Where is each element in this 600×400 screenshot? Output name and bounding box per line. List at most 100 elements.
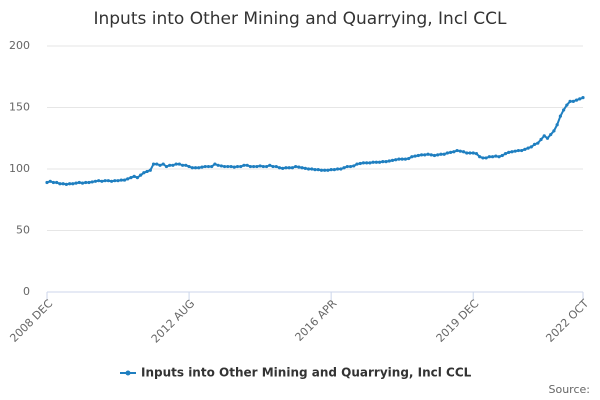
point [316,168,320,172]
point [355,162,359,166]
point [200,165,204,169]
point [490,155,495,159]
point [55,180,59,185]
point [148,168,152,172]
point [326,168,330,172]
point [106,179,110,183]
point [497,155,501,159]
point [161,162,165,166]
point [478,155,482,159]
point [113,179,117,183]
point [397,157,401,161]
point [177,162,181,166]
point [319,168,324,172]
point [68,182,72,186]
chart-title: Inputs into Other Mining and Quarrying, … [93,9,507,29]
point [135,176,140,180]
point [222,164,227,169]
point [390,158,395,162]
point [471,151,475,155]
point [574,98,579,102]
point [400,157,404,161]
y-tick-label: 100 [9,162,30,175]
x-tick-label: 2008 DEC [7,297,55,345]
point [526,146,530,150]
point [168,163,172,167]
point [268,163,272,167]
point [74,181,78,185]
point [287,166,291,170]
point [500,153,504,158]
point [284,166,288,170]
point [323,168,327,172]
point [523,147,527,151]
point [452,150,456,154]
point [80,181,85,185]
point [426,152,430,156]
point [87,180,91,185]
point [371,160,375,164]
point [171,163,175,167]
point [394,158,398,162]
point [77,180,81,185]
point [216,163,220,167]
point [93,179,98,183]
point [213,162,217,166]
point [348,164,353,169]
point [520,148,524,153]
point [436,153,440,157]
point [248,164,253,169]
point [381,160,385,164]
point [310,167,314,171]
point [465,151,469,155]
y-tick-label: 150 [9,101,30,114]
point [384,160,388,164]
point [97,179,101,183]
point [332,168,336,172]
legend-label: Inputs into Other Mining and Quarrying, … [141,366,472,380]
point [290,166,294,170]
point [571,99,575,103]
point [132,174,136,178]
point [190,166,194,170]
point [439,152,443,156]
point [345,164,349,169]
point [219,164,223,168]
point [210,164,214,169]
point [432,153,437,158]
point [387,159,391,163]
point [407,156,411,161]
point [510,150,514,154]
point [416,153,420,158]
point [84,180,88,185]
point [103,179,107,183]
point [300,166,304,170]
point [139,173,143,177]
point [255,164,259,169]
point [410,155,414,159]
point [155,162,159,166]
point [306,167,311,171]
point [494,154,498,158]
point [442,152,446,156]
point [271,164,275,169]
line [46,96,584,186]
point [539,137,543,142]
point [484,156,488,160]
y-tick-label: 50 [16,224,30,237]
point [516,148,521,153]
point [100,179,104,183]
point [542,134,546,138]
point [413,154,417,158]
point [429,153,433,157]
point [90,180,94,184]
point [151,162,156,166]
point [329,168,333,172]
point [423,153,427,157]
point [562,108,566,112]
point [445,151,449,155]
point [274,164,278,169]
point [145,169,149,174]
x-tick-label: 2016 APR [293,297,340,344]
